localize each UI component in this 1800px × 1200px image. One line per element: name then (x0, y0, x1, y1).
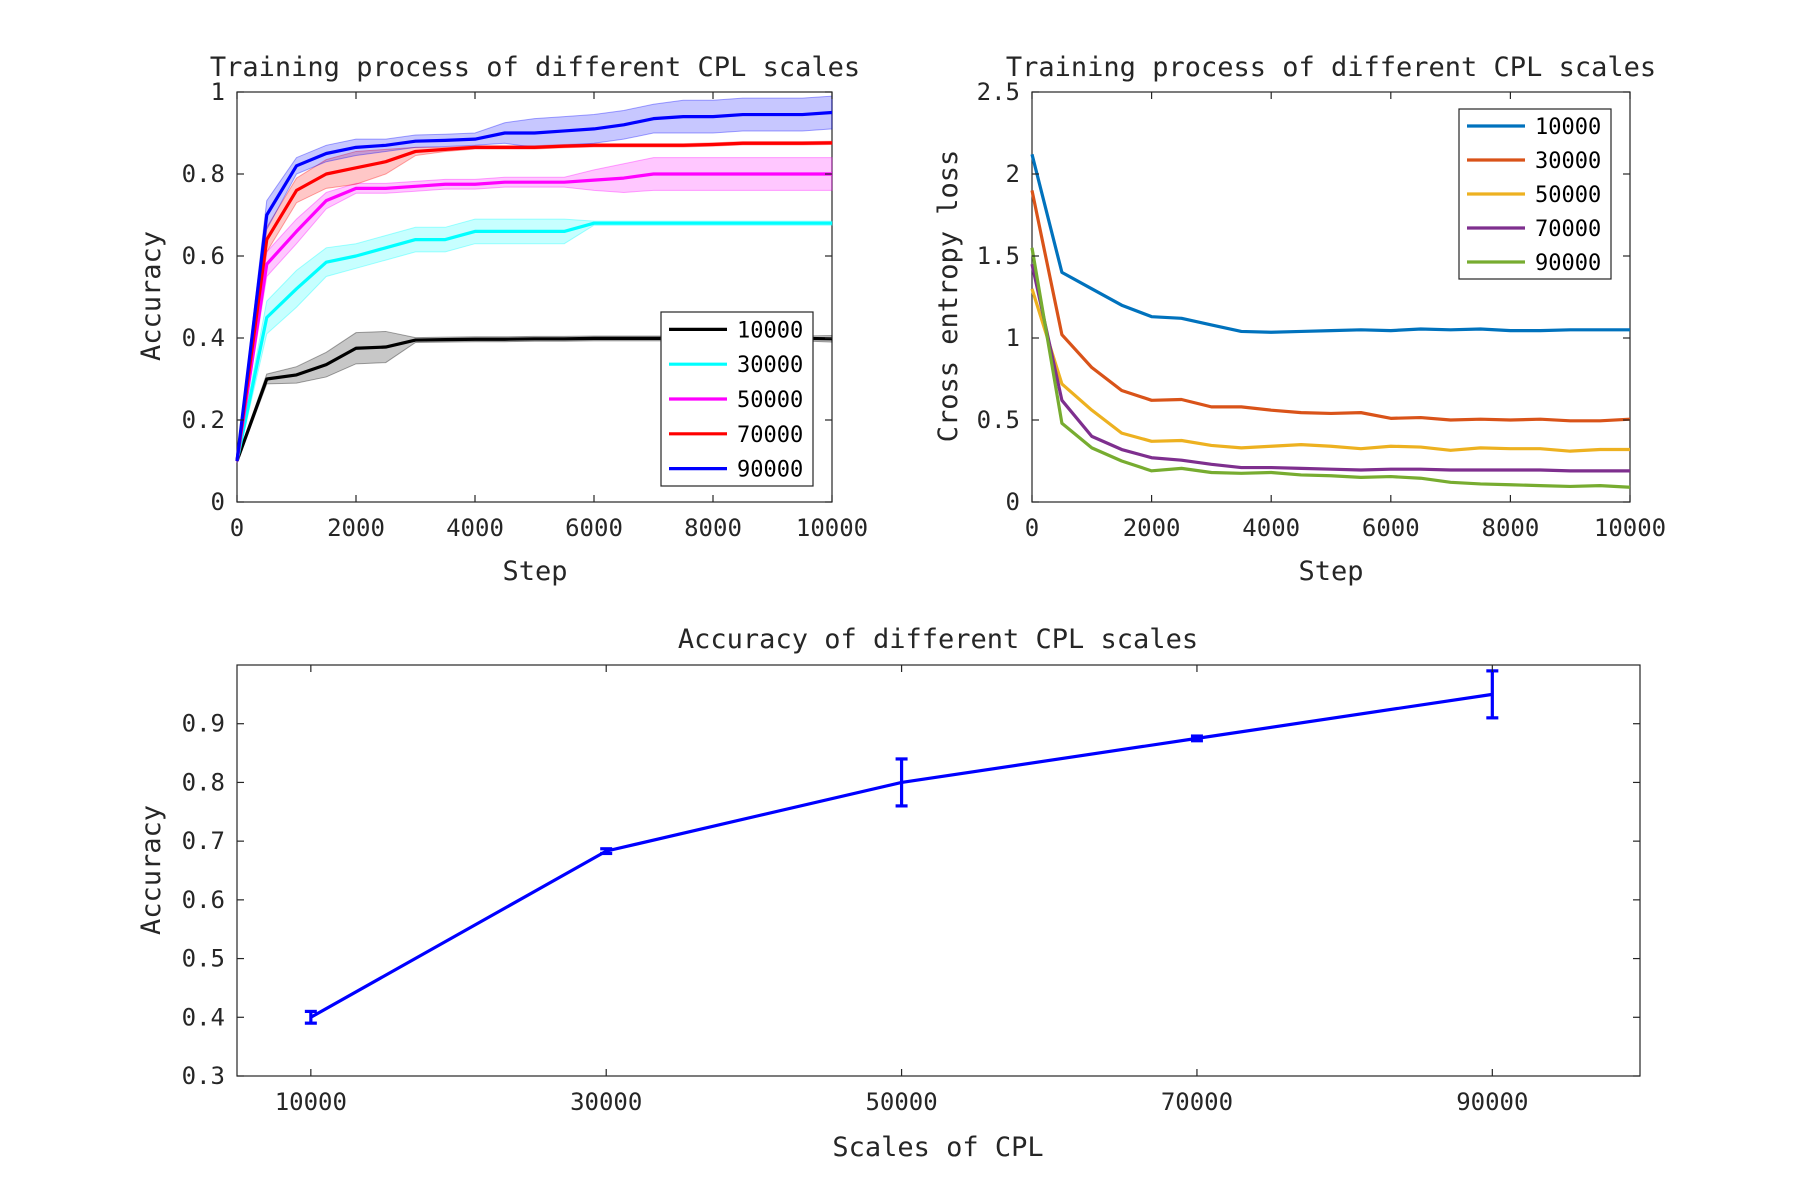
y-tick-label: 0.7 (182, 827, 225, 855)
y-tick-label: 2 (1006, 160, 1020, 188)
chart-title: Training process of different CPL scales (210, 52, 860, 83)
legend-label: 10000 (737, 318, 803, 343)
x-tick-label: 2000 (327, 514, 385, 542)
y-tick-label: 0.6 (182, 886, 225, 914)
x-tick-label: 0 (230, 514, 244, 542)
y-axis-label: Accuracy (136, 231, 167, 361)
x-axis-label: Step (1298, 556, 1363, 587)
x-tick-label: 2000 (1123, 514, 1181, 542)
series-line-70000 (1030, 263, 1630, 473)
error-bar (304, 1009, 317, 1025)
x-tick-label: 10000 (275, 1088, 347, 1116)
x-tick-label: 30000 (570, 1088, 642, 1116)
y-tick-label: 0.5 (977, 406, 1020, 434)
legend-label: 50000 (737, 388, 803, 413)
error-bar (1190, 734, 1203, 743)
y-tick-label: 0 (1006, 488, 1020, 516)
y-axis-label: Accuracy (136, 805, 167, 935)
legend-label: 30000 (1535, 149, 1601, 174)
series-line-30000 (1030, 190, 1631, 423)
x-tick-label: 50000 (865, 1088, 937, 1116)
y-tick-label: 0 (211, 488, 225, 516)
error-bar (895, 757, 908, 808)
series-band-90000 (236, 95, 833, 464)
x-tick-label: 8000 (684, 514, 742, 542)
series-band-70000 (236, 140, 833, 464)
accuracy-by-scale-chart: Accuracy of different CPL scales Scales … (136, 624, 1641, 1163)
loss-training-chart: Training process of different CPL scales… (933, 52, 1666, 587)
series-band-50000 (236, 157, 833, 464)
series-line-30000 (235, 221, 832, 462)
x-tick-label: 6000 (565, 514, 623, 542)
x-tick-label: 8000 (1482, 514, 1540, 542)
y-tick-label: 0.9 (182, 710, 225, 738)
legend-label: 10000 (1535, 115, 1601, 140)
series-line-90000 (235, 110, 833, 462)
x-tick-label: 6000 (1362, 514, 1420, 542)
series-line-50000 (1030, 288, 1630, 453)
y-tick-label: 0.4 (182, 1003, 225, 1031)
accuracy-training-chart: Training process of different CPL scales… (136, 52, 868, 587)
y-tick-label: 1.5 (977, 242, 1020, 270)
chart-title: Accuracy of different CPL scales (678, 624, 1198, 655)
legend: 10000 30000 50000 70000 90000 (1458, 108, 1612, 280)
chart-title: Training process of different CPL scales (1006, 52, 1656, 83)
x-tick-label: 10000 (796, 514, 868, 542)
x-tick-label: 10000 (1594, 514, 1666, 542)
legend-label: 90000 (1535, 251, 1601, 276)
y-tick-label: 0.3 (182, 1062, 225, 1090)
y-tick-label: 0.8 (182, 160, 225, 188)
legend-label: 70000 (737, 423, 803, 448)
y-tick-label: 0.6 (182, 242, 225, 270)
x-axis-label: Step (502, 556, 567, 587)
x-tick-label: 4000 (1242, 514, 1300, 542)
x-tick-label: 0 (1025, 514, 1039, 542)
series-line-10000 (1030, 153, 1630, 334)
legend-label: 90000 (737, 458, 803, 483)
y-tick-label: 0.8 (182, 768, 225, 796)
y-tick-label: 2.5 (977, 78, 1020, 106)
plot-area (236, 664, 1641, 1077)
y-tick-label: 0.5 (182, 945, 225, 973)
series-line-50000 (235, 172, 832, 462)
legend: 10000 30000 50000 70000 90000 (660, 311, 814, 487)
legend-label: 70000 (1535, 217, 1601, 242)
legend-label: 50000 (1535, 183, 1601, 208)
series-band-30000 (236, 218, 833, 464)
y-axis-label: Cross entropy loss (933, 150, 964, 443)
error-bar (600, 847, 613, 856)
legend-label: 30000 (737, 353, 803, 378)
series-line-90000 (1030, 247, 1631, 489)
x-tick-label: 70000 (1161, 1088, 1233, 1116)
x-tick-label: 4000 (446, 514, 504, 542)
series-band-10000 (236, 330, 833, 464)
y-tick-label: 1 (211, 78, 225, 106)
y-tick-label: 0.4 (182, 324, 225, 352)
x-axis-label: Scales of CPL (832, 1132, 1043, 1163)
series-line-70000 (235, 141, 833, 462)
x-tick-label: 90000 (1456, 1088, 1528, 1116)
y-tick-label: 1 (1006, 324, 1020, 352)
y-tick-label: 0.2 (182, 406, 225, 434)
